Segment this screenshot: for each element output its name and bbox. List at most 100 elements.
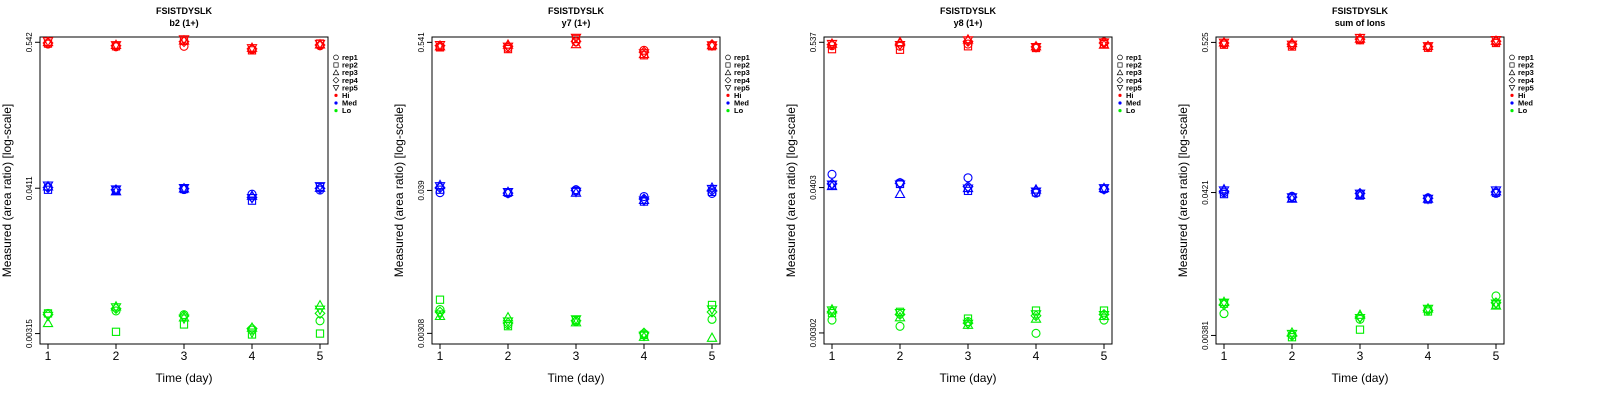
legend-label: rep1: [342, 53, 358, 62]
legend-label: Lo: [1126, 106, 1136, 115]
data-point-lo-rep1: [315, 316, 325, 326]
plot-frame: [823, 36, 1113, 345]
data-point-med-rep2: [1219, 189, 1229, 199]
data-point-med-rep5: [314, 182, 326, 193]
x-tick-label: 5: [1493, 349, 1500, 363]
data-point-lo-rep5: [314, 305, 326, 316]
data-point-lo-rep2: [179, 320, 189, 329]
data-point-med-rep1: [963, 173, 973, 183]
data-point-lo-rep1: [1099, 315, 1109, 325]
legend-dot-hi: [1510, 93, 1514, 97]
data-point-med-rep1: [639, 191, 649, 202]
data-point-med-rep5: [706, 184, 718, 195]
data-point-lo-rep2: [503, 322, 513, 331]
chart-subtitle: sum of Ions: [1335, 18, 1386, 28]
data-point-hi-rep5: [826, 39, 838, 50]
legend-dot-med: [726, 101, 730, 105]
data-point-lo-rep5: [1354, 313, 1366, 324]
data-point-med-rep5: [962, 184, 974, 195]
legend-label: rep3: [342, 68, 358, 77]
data-point-med-rep5: [434, 182, 446, 192]
legend-label: rep4: [734, 76, 751, 85]
data-point-hi-rep5: [110, 41, 122, 52]
x-tick-label: 5: [1101, 349, 1108, 363]
y-tick-label: 0.541: [417, 32, 426, 53]
data-point-lo-rep5: [826, 306, 838, 317]
legend-label: Med: [1126, 99, 1141, 108]
data-point-lo-rep5: [42, 311, 54, 322]
legend-label: rep2: [734, 61, 750, 70]
y-axis-label: Measured (area ratio) [log-scale]: [0, 104, 14, 277]
x-tick-label: 3: [573, 349, 580, 363]
chart-panel-2: FSISTDYSLK y7 (1+) 0.541 0.039 0.00308 1 2 3 4 5 T…: [392, 6, 751, 385]
data-point-lo-rep4: [178, 310, 190, 322]
legend-label: rep2: [342, 61, 358, 70]
data-point-lo-rep3: [246, 321, 258, 332]
data-point-med-rep5: [1490, 186, 1502, 197]
legend-label: Hi: [1126, 91, 1134, 100]
legend-label: Med: [734, 99, 749, 108]
legend-marker-rep1: [1117, 54, 1123, 61]
y-tick-label: 0.542: [25, 32, 34, 53]
data-point-lo-rep2: [1355, 325, 1365, 334]
y-axis-label: Measured (area ratio) [log-scale]: [784, 104, 798, 277]
data-point-med-rep5: [110, 185, 122, 196]
legend-label: rep5: [1126, 83, 1142, 92]
data-point-lo-rep1: [1219, 309, 1229, 319]
data-point-lo-rep3: [502, 311, 514, 322]
data-point-lo-rep4: [314, 307, 326, 319]
legend-label: rep5: [734, 83, 750, 92]
data-point-med-rep5: [1422, 194, 1434, 205]
x-tick-label: 5: [317, 349, 324, 363]
data-point-hi-rep5: [1030, 43, 1042, 53]
x-tick-label: 4: [1425, 349, 1432, 363]
data-point-lo-rep5: [1490, 299, 1502, 310]
data-point-hi-rep5: [1490, 36, 1502, 46]
data-point-hi-rep2: [503, 44, 513, 54]
y-tick-label: 0.525: [1201, 32, 1210, 53]
chart-title: FSISTDYSLK: [940, 6, 997, 16]
data-point-hi-rep2: [895, 45, 905, 54]
data-point-hi-rep3: [1286, 37, 1298, 48]
legend-marker-rep3: [332, 69, 340, 76]
legend-dot-lo: [726, 109, 730, 113]
y-tick-label: 0.0403: [809, 175, 818, 200]
data-point-hi-rep5: [1354, 33, 1366, 44]
data-point-hi-rep3: [826, 37, 838, 48]
data-point-med-rep5: [178, 183, 190, 194]
legend-marker-rep3: [1116, 69, 1124, 76]
chart-panel-1: FSISTDYSLK b2 (1+) 0.542 0.0411 0.00315 1 2 3 4 5…: [0, 6, 359, 385]
data-point-lo-rep5: [502, 317, 514, 328]
x-axis-label: Time (day): [548, 371, 605, 385]
data-point-hi-rep5: [1422, 42, 1434, 52]
data-point-med-rep5: [246, 193, 258, 204]
data-point-med-rep3: [1098, 182, 1110, 193]
data-point-hi-rep1: [179, 41, 189, 51]
data-point-lo-rep5: [894, 308, 906, 319]
x-tick-label: 3: [965, 349, 972, 363]
x-tick-label: 4: [1033, 349, 1040, 363]
legend-label: Med: [1518, 99, 1533, 108]
y-tick-label: 0.00381: [1201, 320, 1210, 349]
legend-label: rep4: [342, 76, 359, 85]
plot-frame: [431, 36, 721, 345]
legend-label: rep5: [1518, 83, 1534, 92]
data-point-hi-rep5: [638, 49, 650, 60]
legend-label: rep4: [1518, 76, 1535, 85]
legend-marker-rep2: [725, 62, 731, 68]
data-point-med-rep3: [1422, 192, 1434, 203]
data-point-lo-rep5: [962, 319, 974, 330]
data-point-lo-rep3: [1286, 326, 1298, 337]
legend-marker-rep5: [1116, 85, 1124, 92]
legend-marker-rep1: [333, 54, 339, 61]
data-point-lo-rep3: [706, 332, 718, 342]
data-point-hi-rep5: [894, 41, 906, 51]
data-point-med-rep2: [247, 196, 257, 205]
data-point-hi-rep5: [42, 37, 54, 48]
data-point-lo-rep4: [246, 322, 258, 335]
data-point-hi-rep2: [827, 45, 837, 54]
legend-label: Lo: [1518, 106, 1528, 115]
legend-dot-med: [1118, 101, 1122, 105]
chart-panel-3: FSISTDYSLK y8 (1+) 0.537 0.0403 0.00302 1 2 3 4 5…: [784, 6, 1143, 385]
